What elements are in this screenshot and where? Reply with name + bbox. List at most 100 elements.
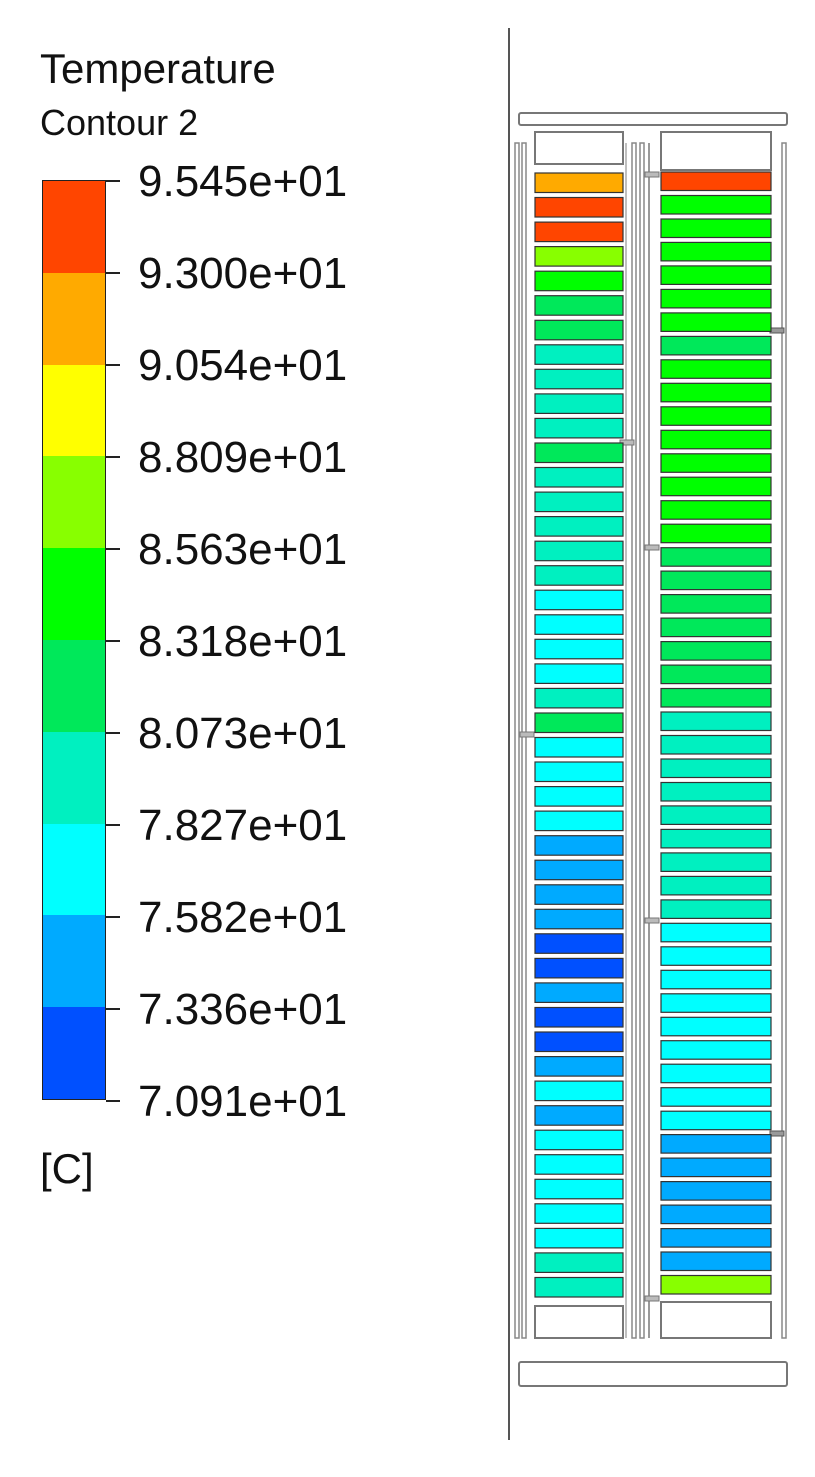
end-cap <box>534 131 624 165</box>
legend-title: Temperature <box>40 45 276 92</box>
color-swatch <box>43 181 105 274</box>
top-plate <box>518 112 788 126</box>
battery-cell <box>534 1203 624 1224</box>
color-swatch <box>43 272 105 366</box>
battery-cell <box>660 852 772 873</box>
battery-cell <box>534 368 624 390</box>
battery-cell <box>660 1063 772 1084</box>
side-wall <box>514 142 520 1339</box>
battery-cell <box>660 1133 772 1154</box>
tick-mark <box>106 272 120 274</box>
color-swatch <box>43 1007 105 1100</box>
tick-label: 7.827e+01 <box>138 801 348 850</box>
battery-cell <box>660 1087 772 1107</box>
battery-cell <box>660 993 772 1013</box>
tick-label: 8.318e+01 <box>138 617 348 666</box>
battery-cell <box>660 476 772 497</box>
battery-cell <box>534 614 624 635</box>
battery-cell <box>660 828 772 849</box>
battery-cell <box>660 617 772 638</box>
battery-cell <box>660 406 772 426</box>
battery-cell <box>534 393 624 414</box>
tick-mark <box>106 1100 120 1102</box>
tick-mark <box>106 732 120 734</box>
left-cell-column <box>534 172 624 1298</box>
connector-tab <box>769 1130 785 1137</box>
connector-tab <box>644 1295 660 1302</box>
battery-cell <box>534 761 624 783</box>
tick-mark <box>106 916 120 918</box>
battery-cell <box>660 312 772 332</box>
tick-mark <box>106 364 120 366</box>
tick-mark <box>106 180 120 182</box>
battery-cell <box>534 957 624 979</box>
battery-cell <box>660 1016 772 1037</box>
battery-cell <box>660 969 772 990</box>
battery-cell <box>660 593 772 614</box>
battery-cell <box>660 453 772 473</box>
battery-cell <box>660 194 772 215</box>
viewport-divider <box>508 28 510 1440</box>
battery-cell <box>534 736 624 758</box>
battery-cell <box>660 547 772 567</box>
battery-cell <box>660 241 772 262</box>
battery-cell <box>660 946 772 966</box>
tick-label: 8.073e+01 <box>138 709 348 758</box>
battery-cell <box>660 758 772 779</box>
battery-cell <box>534 589 624 611</box>
battery-cell <box>660 429 772 450</box>
battery-cell <box>534 319 624 341</box>
tick-label: 7.336e+01 <box>138 985 348 1034</box>
battery-cell <box>534 1055 624 1077</box>
battery-cell <box>660 1204 772 1225</box>
battery-cell <box>534 442 624 464</box>
battery-cell <box>534 1105 624 1126</box>
battery-cell <box>534 270 624 292</box>
connector-tab <box>644 544 660 551</box>
battery-cell <box>534 417 624 439</box>
side-wall <box>521 142 527 1339</box>
battery-cell <box>660 664 772 685</box>
battery-cell <box>534 859 624 881</box>
tick-mark <box>106 640 120 642</box>
color-swatch <box>43 548 105 641</box>
connector-tab <box>519 731 535 738</box>
color-swatch <box>43 731 105 825</box>
battery-cell <box>660 570 772 591</box>
tick-mark <box>106 548 120 550</box>
battery-cell <box>534 785 624 807</box>
battery-cell <box>534 1252 624 1274</box>
battery-cell <box>534 810 624 832</box>
battery-cell <box>534 491 624 513</box>
battery-cell <box>660 218 772 239</box>
battery-cell <box>534 344 624 365</box>
battery-cell <box>534 1006 624 1028</box>
unit-label: [C] <box>40 1145 94 1192</box>
connector-tab <box>644 171 660 178</box>
color-swatch <box>43 640 105 733</box>
battery-cell <box>534 1178 624 1200</box>
battery-cell <box>660 523 772 544</box>
side-wall <box>639 142 645 1339</box>
tick-mark <box>106 1008 120 1010</box>
battery-cell <box>534 982 624 1004</box>
color-scale-bar <box>42 180 106 1100</box>
battery-cell <box>660 1040 772 1060</box>
battery-cell <box>660 1180 772 1201</box>
battery-cell <box>660 805 772 826</box>
tick-label: 8.563e+01 <box>138 525 348 574</box>
tick-label: 9.545e+01 <box>138 157 348 206</box>
battery-cell <box>534 540 624 562</box>
battery-cell <box>534 1031 624 1053</box>
battery-cell <box>660 1157 772 1178</box>
tick-mark <box>106 456 120 458</box>
battery-cell <box>660 500 772 520</box>
battery-cell <box>660 1251 772 1272</box>
battery-cell <box>534 221 624 243</box>
battery-cell <box>660 875 772 896</box>
battery-cell <box>660 711 772 732</box>
battery-cell <box>660 687 772 708</box>
end-cap <box>660 1301 772 1339</box>
color-swatch <box>43 364 105 457</box>
